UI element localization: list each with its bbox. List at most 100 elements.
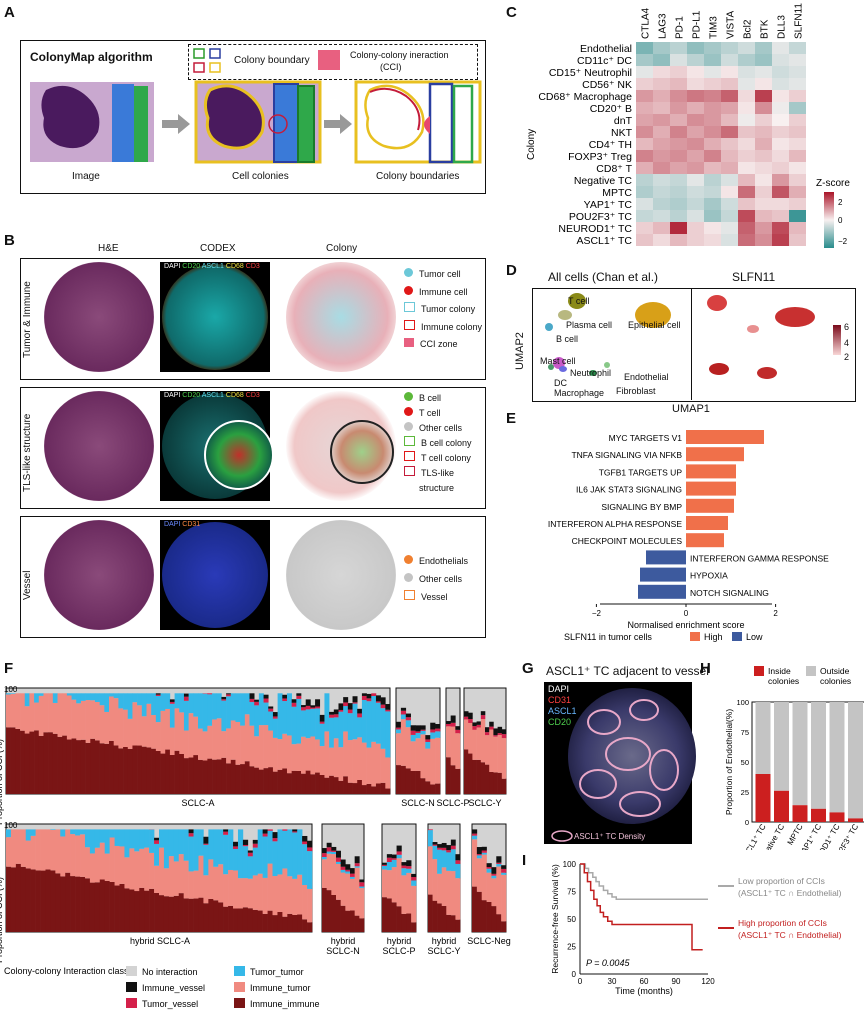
heatmap-cell bbox=[721, 114, 738, 126]
heatmap-cell bbox=[789, 102, 806, 114]
cci-bar-segment bbox=[476, 847, 483, 855]
heatmap-cell bbox=[653, 210, 670, 222]
cci-bar-segment bbox=[354, 866, 360, 868]
group-label-sclc-neg: SCLC-Neg bbox=[467, 936, 511, 946]
heatmap-cell bbox=[721, 222, 738, 234]
cci-bar-segment bbox=[340, 905, 346, 932]
cci-bar-segment bbox=[188, 898, 194, 932]
group-label-hybrid: hybrid bbox=[387, 936, 412, 946]
heatmap-cell bbox=[687, 210, 704, 222]
cci-bar-segment bbox=[406, 872, 412, 914]
cci-bar-segment bbox=[333, 709, 339, 715]
heatmap-cell bbox=[704, 78, 721, 90]
cci-bar-segment bbox=[437, 849, 443, 874]
cci-bar-segment bbox=[160, 753, 166, 794]
cci-bar-segment bbox=[329, 714, 335, 718]
cci-bar-segment bbox=[286, 735, 292, 774]
heatmap-cell bbox=[789, 234, 806, 246]
f-legend-label: No interaction bbox=[142, 967, 198, 977]
heatmap-cell bbox=[721, 198, 738, 210]
h-ytick: 50 bbox=[741, 758, 749, 767]
legend-low-label: (ASCL1⁺ TC ∩ Endothelial) bbox=[738, 888, 842, 898]
cci-bar-segment bbox=[322, 853, 327, 857]
cci-bar-segment bbox=[113, 693, 119, 699]
i-xlabel: Time (months) bbox=[615, 986, 673, 996]
heatmap-cell bbox=[738, 174, 755, 186]
cci-bar-segment bbox=[99, 743, 105, 794]
cci-bar-segment bbox=[179, 712, 185, 754]
cci-bar-segment bbox=[159, 895, 165, 932]
cci-bar-segment bbox=[450, 915, 456, 932]
cci-bar-segment bbox=[375, 743, 381, 784]
cci-bar-segment bbox=[223, 831, 229, 835]
heatmap-cell bbox=[636, 78, 653, 90]
cci-bar-segment bbox=[129, 829, 135, 849]
group-label-sclc-n: SCLC-N bbox=[401, 798, 435, 808]
cci-bar-segment bbox=[213, 829, 219, 867]
cci-bar-segment bbox=[76, 703, 82, 741]
enrichment-bar bbox=[686, 464, 736, 479]
cci-bar-segment bbox=[322, 848, 327, 854]
legend-row2: B cell T cell Other cells B cell colony … bbox=[404, 391, 472, 496]
cci-bar-segment bbox=[446, 852, 452, 871]
cci-bar-segment bbox=[119, 829, 125, 847]
cci-bar-segment bbox=[338, 747, 344, 781]
heatmap-col-label: VISTA bbox=[726, 11, 737, 39]
cci-bar-segment bbox=[310, 774, 316, 794]
cci-bar-segment bbox=[146, 703, 152, 748]
cci-bar-segment bbox=[352, 739, 358, 784]
cci-bar-segment bbox=[343, 697, 349, 703]
heatmap-row-label: CD8⁺ T bbox=[596, 163, 632, 175]
cci-bar-segment bbox=[155, 695, 161, 723]
cci-bar-segment bbox=[485, 735, 490, 765]
cci-bar-segment bbox=[350, 876, 355, 879]
cci-bar-segment bbox=[287, 913, 293, 932]
cci-bar-segment bbox=[212, 693, 218, 720]
f-legend-swatch bbox=[234, 982, 245, 992]
slfn11-legend-6: 6 bbox=[844, 322, 850, 332]
cci-bar-segment bbox=[464, 716, 469, 720]
cci-bar-segment bbox=[420, 734, 426, 779]
cci-bar-segment bbox=[123, 693, 129, 710]
cci-bar-segment bbox=[329, 775, 335, 794]
group-label-sclc-y: SCLC-Y bbox=[468, 798, 501, 808]
heatmap-cell bbox=[653, 42, 670, 54]
cci-bar-segment bbox=[450, 845, 456, 850]
cci-bar-segment bbox=[382, 864, 388, 866]
heatmap-cell bbox=[687, 186, 704, 198]
heatmap-cell bbox=[789, 210, 806, 222]
legend-row1: Tumor cell Immune cell Tumor colony Immu… bbox=[404, 266, 482, 354]
cci-bar-segment bbox=[405, 768, 411, 794]
cci-bar-segment bbox=[357, 713, 363, 718]
heatmap-col-label: LAG3 bbox=[658, 13, 669, 39]
cci-bar-segment bbox=[99, 879, 106, 932]
cci-bar-segment bbox=[71, 738, 77, 794]
heatmap-cell bbox=[636, 54, 653, 66]
cci-bar-segment bbox=[272, 771, 278, 794]
group-label-sclc-p: SCLC-P bbox=[436, 798, 469, 808]
heatmap-cell bbox=[755, 186, 772, 198]
cci-bar-segment bbox=[188, 833, 194, 837]
cci-bar-segment bbox=[223, 874, 229, 907]
cci-bar-segment bbox=[359, 879, 365, 883]
cci-bar-segment bbox=[428, 830, 433, 847]
cci-bar-segment bbox=[336, 863, 341, 900]
cci-bar-segment bbox=[10, 867, 17, 932]
cci-bar-segment bbox=[497, 733, 503, 736]
cci-bar-segment bbox=[292, 878, 298, 915]
heatmap-cell bbox=[687, 78, 704, 90]
cci-bar-segment bbox=[35, 870, 41, 932]
pathway-label: TGFB1 TARGETS UP bbox=[599, 467, 683, 477]
cci-bar-segment bbox=[277, 829, 283, 875]
cci-bar-segment bbox=[65, 829, 71, 873]
cci-bar-segment bbox=[375, 702, 381, 744]
cci-bar-segment bbox=[282, 768, 288, 794]
cci-bar-segment bbox=[345, 910, 351, 932]
cci-bar-segment bbox=[296, 743, 302, 771]
cci-bar-segment bbox=[366, 747, 372, 784]
cci-bar-segment bbox=[401, 865, 407, 869]
cci-bar-segment bbox=[252, 875, 259, 910]
cci-bar-segment bbox=[165, 708, 171, 750]
cci-bar-segment bbox=[15, 863, 22, 932]
cci-bar-segment bbox=[202, 693, 208, 732]
